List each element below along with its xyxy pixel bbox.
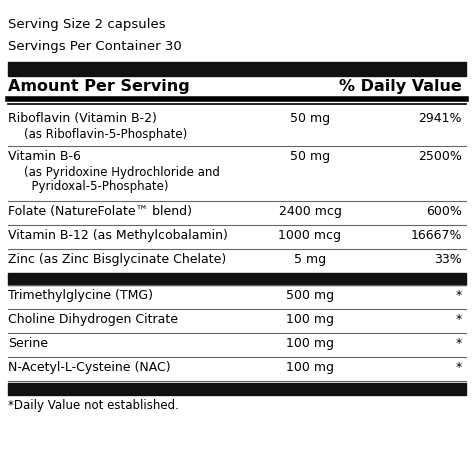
- Text: Riboflavin (Vitamin B-2): Riboflavin (Vitamin B-2): [8, 112, 157, 125]
- Text: 5 mg: 5 mg: [294, 253, 326, 266]
- Text: 1000 mcg: 1000 mcg: [279, 229, 341, 242]
- Text: 50 mg: 50 mg: [290, 112, 330, 125]
- Text: % Daily Value: % Daily Value: [339, 79, 462, 94]
- Bar: [8, 273, 466, 285]
- Text: 100 mg: 100 mg: [286, 313, 334, 326]
- Text: (as Riboflavin-5-Phosphate): (as Riboflavin-5-Phosphate): [24, 128, 187, 141]
- Text: 100 mg: 100 mg: [286, 361, 334, 374]
- Text: Zinc (as Zinc Bisglycinate Chelate): Zinc (as Zinc Bisglycinate Chelate): [8, 253, 226, 266]
- Text: Servings Per Container 30: Servings Per Container 30: [8, 40, 182, 53]
- Bar: [8, 62, 466, 76]
- Text: 600%: 600%: [426, 205, 462, 218]
- Text: 16667%: 16667%: [410, 229, 462, 242]
- Bar: [8, 383, 466, 395]
- Text: Serving Size 2 capsules: Serving Size 2 capsules: [8, 18, 165, 31]
- Text: Vitamin B-12 (as Methylcobalamin): Vitamin B-12 (as Methylcobalamin): [8, 229, 228, 242]
- Text: Serine: Serine: [8, 337, 48, 350]
- Text: Folate (NatureFolate™ blend): Folate (NatureFolate™ blend): [8, 205, 192, 218]
- Text: *: *: [456, 313, 462, 326]
- Text: 33%: 33%: [434, 253, 462, 266]
- Text: 2500%: 2500%: [418, 150, 462, 163]
- Text: *: *: [456, 361, 462, 374]
- Text: 100 mg: 100 mg: [286, 337, 334, 350]
- Text: Trimethylglycine (TMG): Trimethylglycine (TMG): [8, 289, 153, 302]
- Text: 500 mg: 500 mg: [286, 289, 334, 302]
- Text: *: *: [456, 337, 462, 350]
- Text: Vitamin B-6: Vitamin B-6: [8, 150, 81, 163]
- Text: *: *: [456, 289, 462, 302]
- Text: Choline Dihydrogen Citrate: Choline Dihydrogen Citrate: [8, 313, 178, 326]
- Text: 2400 mcg: 2400 mcg: [279, 205, 341, 218]
- Text: *Daily Value not established.: *Daily Value not established.: [8, 399, 179, 412]
- Text: 2941%: 2941%: [419, 112, 462, 125]
- Text: (as Pyridoxine Hydrochloride and: (as Pyridoxine Hydrochloride and: [24, 166, 220, 179]
- Text: N-Acetyl-L-Cysteine (NAC): N-Acetyl-L-Cysteine (NAC): [8, 361, 171, 374]
- Text: 50 mg: 50 mg: [290, 150, 330, 163]
- Text: Pyridoxal-5-Phosphate): Pyridoxal-5-Phosphate): [24, 180, 168, 193]
- Text: Amount Per Serving: Amount Per Serving: [8, 79, 190, 94]
